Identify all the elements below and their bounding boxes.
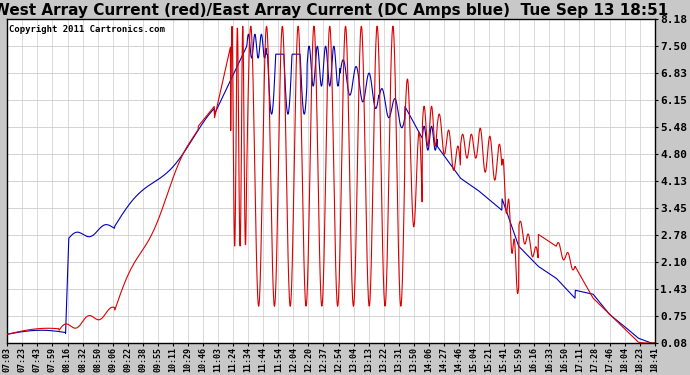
Title: West Array Current (red)/East Array Current (DC Amps blue)  Tue Sep 13 18:51: West Array Current (red)/East Array Curr… <box>0 3 669 18</box>
Text: Copyright 2011 Cartronics.com: Copyright 2011 Cartronics.com <box>9 26 165 34</box>
